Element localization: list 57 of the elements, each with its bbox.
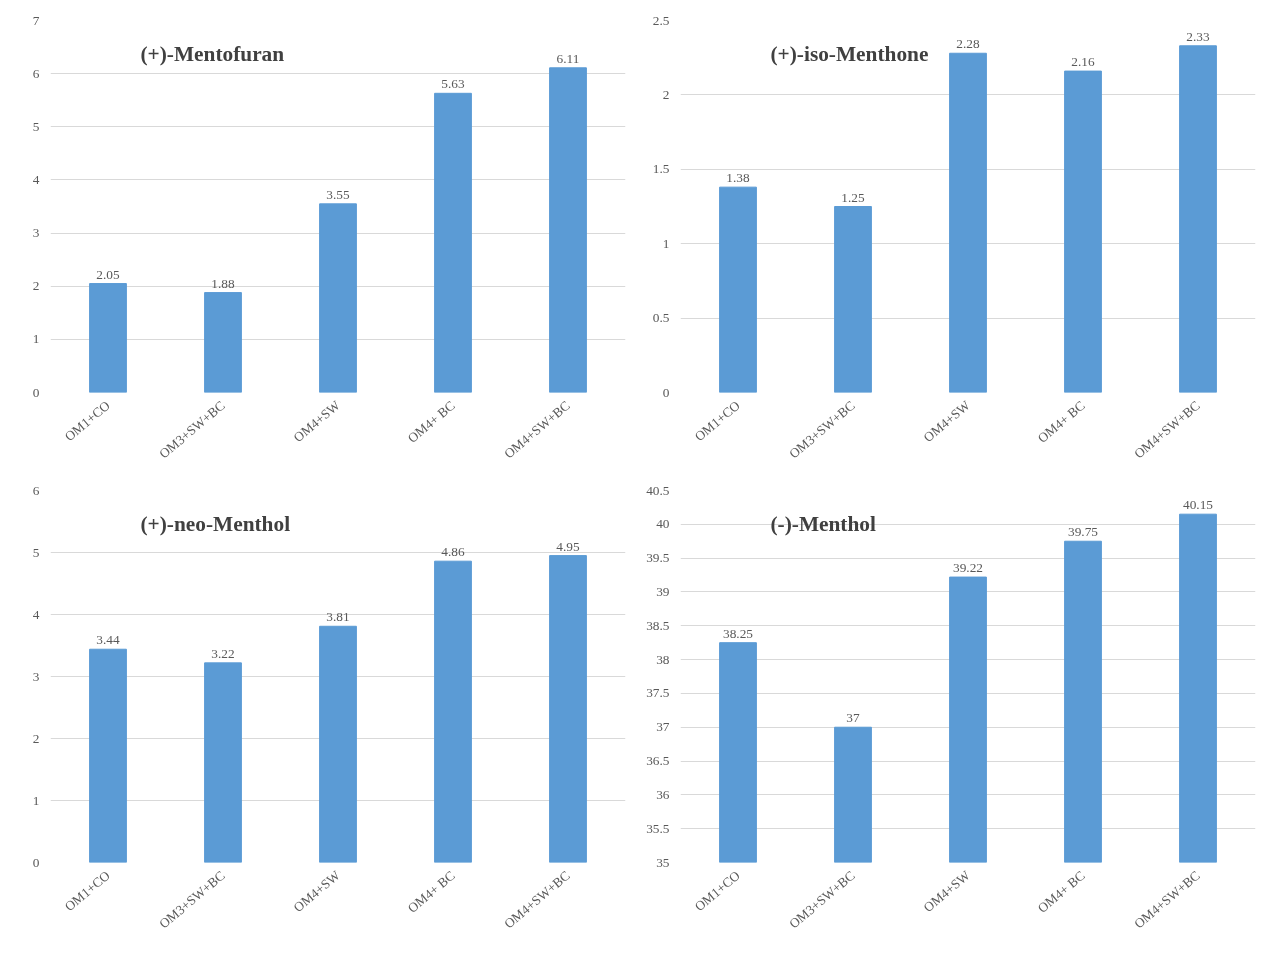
y-tick-label: 0	[662, 384, 670, 400]
text: (+)-neo-Menthol	[140, 511, 291, 536]
y-tick-label: 6	[32, 482, 40, 498]
data-label: 2.28	[956, 36, 980, 52]
data-label: 3.55	[326, 186, 350, 202]
y-tick-label: 39	[656, 583, 670, 599]
y-tick-label: 4	[32, 171, 40, 187]
y-tick-label: 2	[32, 730, 40, 746]
y-tick-label: 39.5	[646, 550, 670, 566]
y-tick-label: 38	[656, 651, 670, 667]
y-tick-label: 36.5	[646, 753, 670, 769]
data-label: 2.05	[96, 266, 120, 282]
y-tick-label: 0	[32, 384, 40, 400]
data-label: 37	[846, 710, 860, 726]
y-tick-label: 35	[656, 854, 670, 870]
y-tick-label: 0.5	[652, 310, 670, 326]
y-tick-label: 2	[32, 278, 40, 294]
y-tick-label: 6	[32, 65, 40, 81]
text: (+)-iso-Menthone	[770, 41, 929, 66]
data-label: 6.11	[556, 50, 580, 66]
y-tick-label: 4	[32, 606, 40, 622]
y-tick-label: 40	[656, 516, 670, 532]
y-tick-label: 7	[32, 12, 40, 28]
data-label: 1.88	[211, 275, 235, 291]
data-label: 3.81	[326, 609, 350, 625]
y-tick-label: 2.5	[652, 12, 670, 28]
data-label: 5.63	[441, 76, 465, 92]
data-label: 38.25	[723, 625, 754, 641]
y-tick-label: 2	[662, 86, 670, 102]
text: (-)-Menthol	[770, 511, 876, 536]
y-tick-label: 36	[656, 786, 670, 802]
y-tick-label: 38.5	[646, 617, 670, 633]
data-label: 39.22	[953, 560, 984, 576]
y-tick-label: 1.5	[652, 161, 670, 177]
data-label: 39.75	[1068, 524, 1099, 540]
y-tick-label: 0	[32, 854, 40, 870]
y-tick-label: 1	[32, 792, 40, 808]
data-label: 3.44	[96, 632, 120, 648]
data-label: 1.25	[841, 189, 865, 205]
text: (+)-Mentofuran	[140, 41, 285, 66]
y-tick-label: 3	[32, 668, 40, 684]
data-label: 2.33	[1186, 28, 1210, 44]
y-tick-label: 5	[32, 544, 40, 560]
data-label: 4.86	[441, 544, 465, 560]
data-label: 4.95	[556, 538, 580, 554]
data-label: 2.16	[1071, 54, 1095, 70]
y-tick-label: 1	[662, 235, 670, 251]
y-tick-label: 5	[32, 118, 40, 134]
data-label: 40.15	[1183, 497, 1214, 513]
data-label: 3.22	[211, 645, 235, 661]
y-tick-label: 3	[32, 225, 40, 241]
data-label: 1.38	[726, 170, 750, 186]
y-tick-label: 35.5	[646, 820, 670, 836]
y-tick-label: 37	[656, 719, 670, 735]
y-tick-label: 40.5	[646, 482, 670, 498]
y-tick-label: 1	[32, 331, 40, 347]
y-tick-label: 37.5	[646, 685, 670, 701]
